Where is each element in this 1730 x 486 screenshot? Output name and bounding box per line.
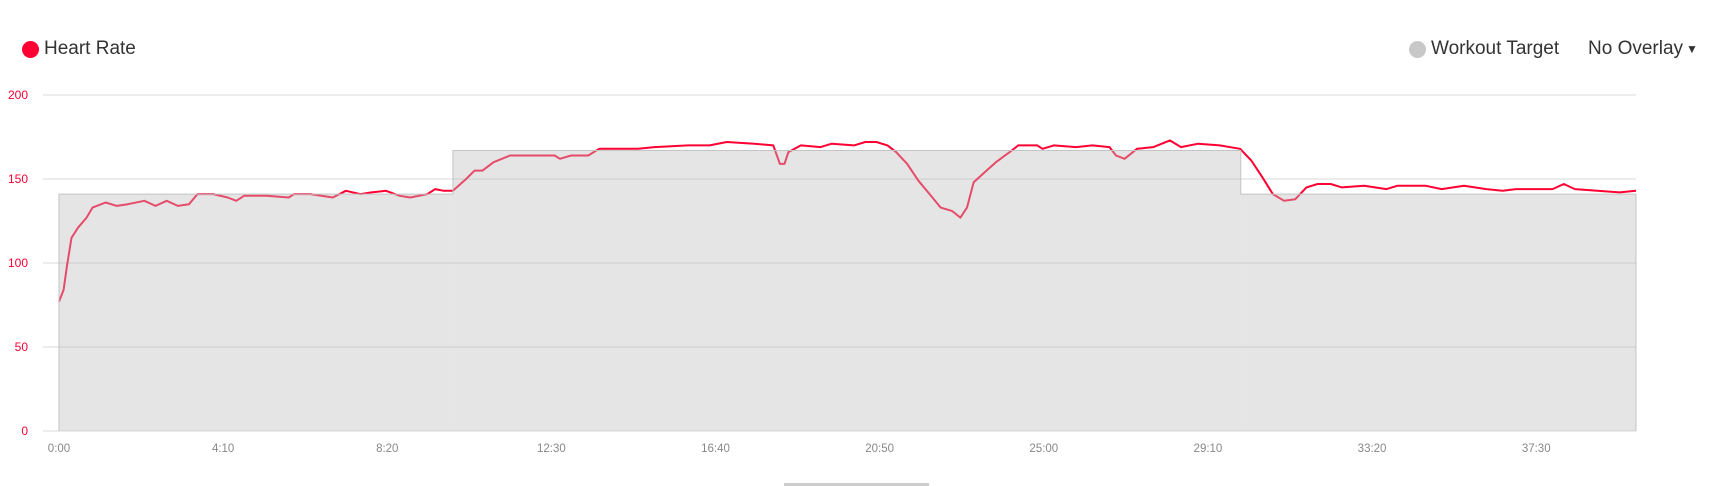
caret-down-icon: ▼ [1686, 42, 1698, 56]
x-tick-label: 16:40 [701, 443, 730, 455]
scroll-handle[interactable] [784, 483, 929, 486]
y-tick-label: 0 [21, 424, 28, 438]
legend-workout-target-label: Workout Target [1431, 38, 1560, 59]
legend-workout-target[interactable]: Workout Target [1409, 38, 1559, 60]
workout-target-dot-icon [1409, 40, 1426, 58]
x-tick-label: 37:30 [1522, 443, 1551, 455]
heart-rate-dot-icon [22, 40, 39, 58]
heart-rate-line [58, 139, 1637, 302]
x-tick-label: 8:20 [376, 443, 398, 455]
x-tick-label: 20:50 [865, 443, 894, 455]
workout-target-step [1240, 194, 1636, 431]
legend-heart-rate-label: Heart Rate [44, 38, 136, 59]
x-tick-label: 12:30 [537, 443, 566, 455]
x-tick-label: 29:10 [1194, 443, 1223, 455]
x-tick-label: 25:00 [1029, 443, 1058, 455]
x-tick-label: 4:10 [212, 443, 234, 455]
workout-target-step [452, 150, 1241, 431]
overlay-dropdown[interactable]: No Overlay ▼ [1588, 38, 1698, 60]
x-tick-label: 33:20 [1358, 443, 1387, 455]
y-tick-label: 150 [8, 172, 28, 186]
legend-heart-rate[interactable]: Heart Rate [22, 38, 136, 60]
y-tick-label: 100 [8, 256, 28, 270]
y-tick-label: 50 [15, 340, 29, 354]
overlay-selected: No Overlay [1588, 38, 1684, 59]
workout-target-step [59, 194, 453, 431]
y-tick-label: 200 [8, 88, 28, 102]
x-tick-label: 0:00 [48, 443, 70, 455]
workout-target-outline [58, 149, 1637, 431]
